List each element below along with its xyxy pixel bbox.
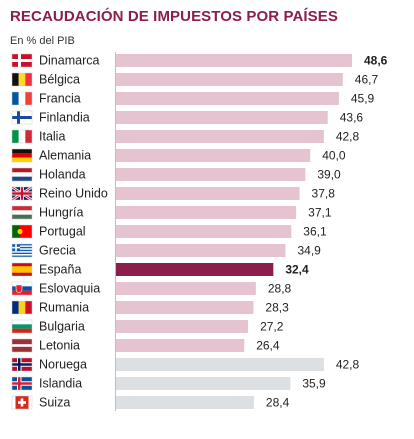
is-flag-icon [11,376,33,391]
bar [116,225,292,238]
category-label: Islandia [39,377,82,391]
bar [116,168,306,181]
category-label: Grecia [39,244,76,258]
value-label: 26,4 [256,339,280,353]
bar [116,301,254,314]
category-label: Bélgica [39,73,80,87]
bar [116,54,352,67]
bar [116,130,324,143]
bar [116,377,291,390]
chart-title: RECAUDACIÓN DE IMPUESTOS POR PAÍSES [10,8,338,25]
bar [116,339,245,352]
category-label: Letonia [39,339,80,353]
category-label: Eslovaquia [39,282,100,296]
category-label: Alemania [39,149,91,163]
lv-flag-icon [11,338,33,353]
fr-flag-icon [11,91,33,106]
value-label: 28,4 [266,396,290,410]
bar [116,263,274,276]
no-flag-icon [11,357,33,372]
bar [116,92,339,105]
bar [116,73,343,86]
dk-flag-icon [11,53,33,68]
category-label: Finlandia [39,111,90,125]
nl-flag-icon [11,167,33,182]
gr-flag-icon [11,243,33,258]
bg-flag-icon [11,319,33,334]
pt-flag-icon [11,224,33,239]
bar [116,206,297,219]
value-label: 37,8 [312,187,336,201]
bar [116,396,254,409]
value-label: 32,4 [285,263,309,277]
bar [116,111,328,124]
category-label: Noruega [39,358,87,372]
es-flag-icon [11,262,33,277]
value-label: 40,0 [322,149,346,163]
value-label: 42,8 [336,358,360,372]
bar [116,320,249,333]
be-flag-icon [11,72,33,87]
bar [116,282,256,295]
category-label: Dinamarca [39,54,99,68]
bar [116,149,311,162]
category-label: Holanda [39,168,86,182]
fi-flag-icon [11,110,33,125]
value-label: 35,9 [302,377,326,391]
sk-flag-icon [11,281,33,296]
category-label: Suiza [39,396,70,410]
ro-flag-icon [11,300,33,315]
value-label: 39,0 [317,168,341,182]
value-label: 46,7 [355,73,379,87]
value-label: 28,3 [265,301,289,315]
value-label: 27,2 [260,320,284,334]
category-label: Italia [39,130,65,144]
bar [116,187,300,200]
value-label: 43,6 [340,111,364,125]
bar [116,244,286,257]
value-label: 36,1 [303,225,327,239]
gb-flag-icon [11,185,33,202]
category-label: Rumania [39,301,89,315]
category-label: Bulgaria [39,320,85,334]
value-label: 48,6 [364,54,388,68]
chart-subtitle: En % del PIB [10,35,75,47]
category-label: Hungría [39,206,84,220]
value-label: 45,9 [351,92,375,106]
value-label: 37,1 [308,206,332,220]
ch-flag-icon [11,395,33,410]
it-flag-icon [11,129,33,144]
category-label: Reino Unido [39,187,108,201]
category-label: Portugal [39,225,86,239]
bar [116,358,324,371]
category-label: España [39,263,81,277]
hu-flag-icon [11,205,33,220]
value-label: 28,8 [268,282,292,296]
value-label: 34,9 [297,244,321,258]
de-flag-icon [11,148,33,163]
value-label: 42,8 [336,130,360,144]
category-label: Francia [39,92,81,106]
